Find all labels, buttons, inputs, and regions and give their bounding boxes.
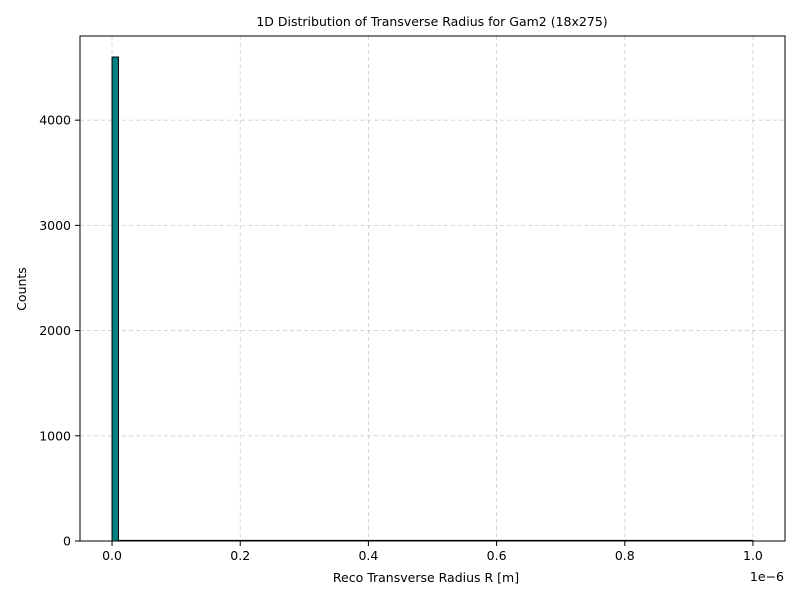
- histogram-bars: [111, 56, 753, 542]
- y-tick-label: 3000: [39, 218, 71, 233]
- x-tick-label: 0.4: [358, 548, 378, 563]
- histogram-bar: [111, 56, 119, 542]
- y-axis: 0 1000 2000 3000 4000: [39, 113, 80, 549]
- y-tick-label: 2000: [39, 323, 71, 338]
- x-axis: 0.0 0.2 0.4 0.6 0.8 1.0: [102, 541, 763, 563]
- x-tick-label: 0.2: [230, 548, 250, 563]
- x-axis-offset-label: 1e−6: [750, 569, 784, 584]
- plot-frame: [79, 35, 786, 542]
- x-axis-label: Reco Transverse Radius R [m]: [333, 570, 519, 585]
- grid-lines: [80, 36, 785, 542]
- y-tick-label: 0: [63, 534, 71, 549]
- x-tick-label: 0.8: [615, 548, 635, 563]
- x-tick-label: 0.6: [487, 548, 507, 563]
- chart-title: 1D Distribution of Transverse Radius for…: [256, 14, 607, 29]
- y-tick-label: 1000: [39, 428, 71, 443]
- y-axis-label: Counts: [14, 267, 29, 311]
- x-tick-label: 0.0: [102, 548, 122, 563]
- x-tick-label: 1.0: [743, 548, 763, 563]
- y-tick-label: 4000: [39, 113, 71, 128]
